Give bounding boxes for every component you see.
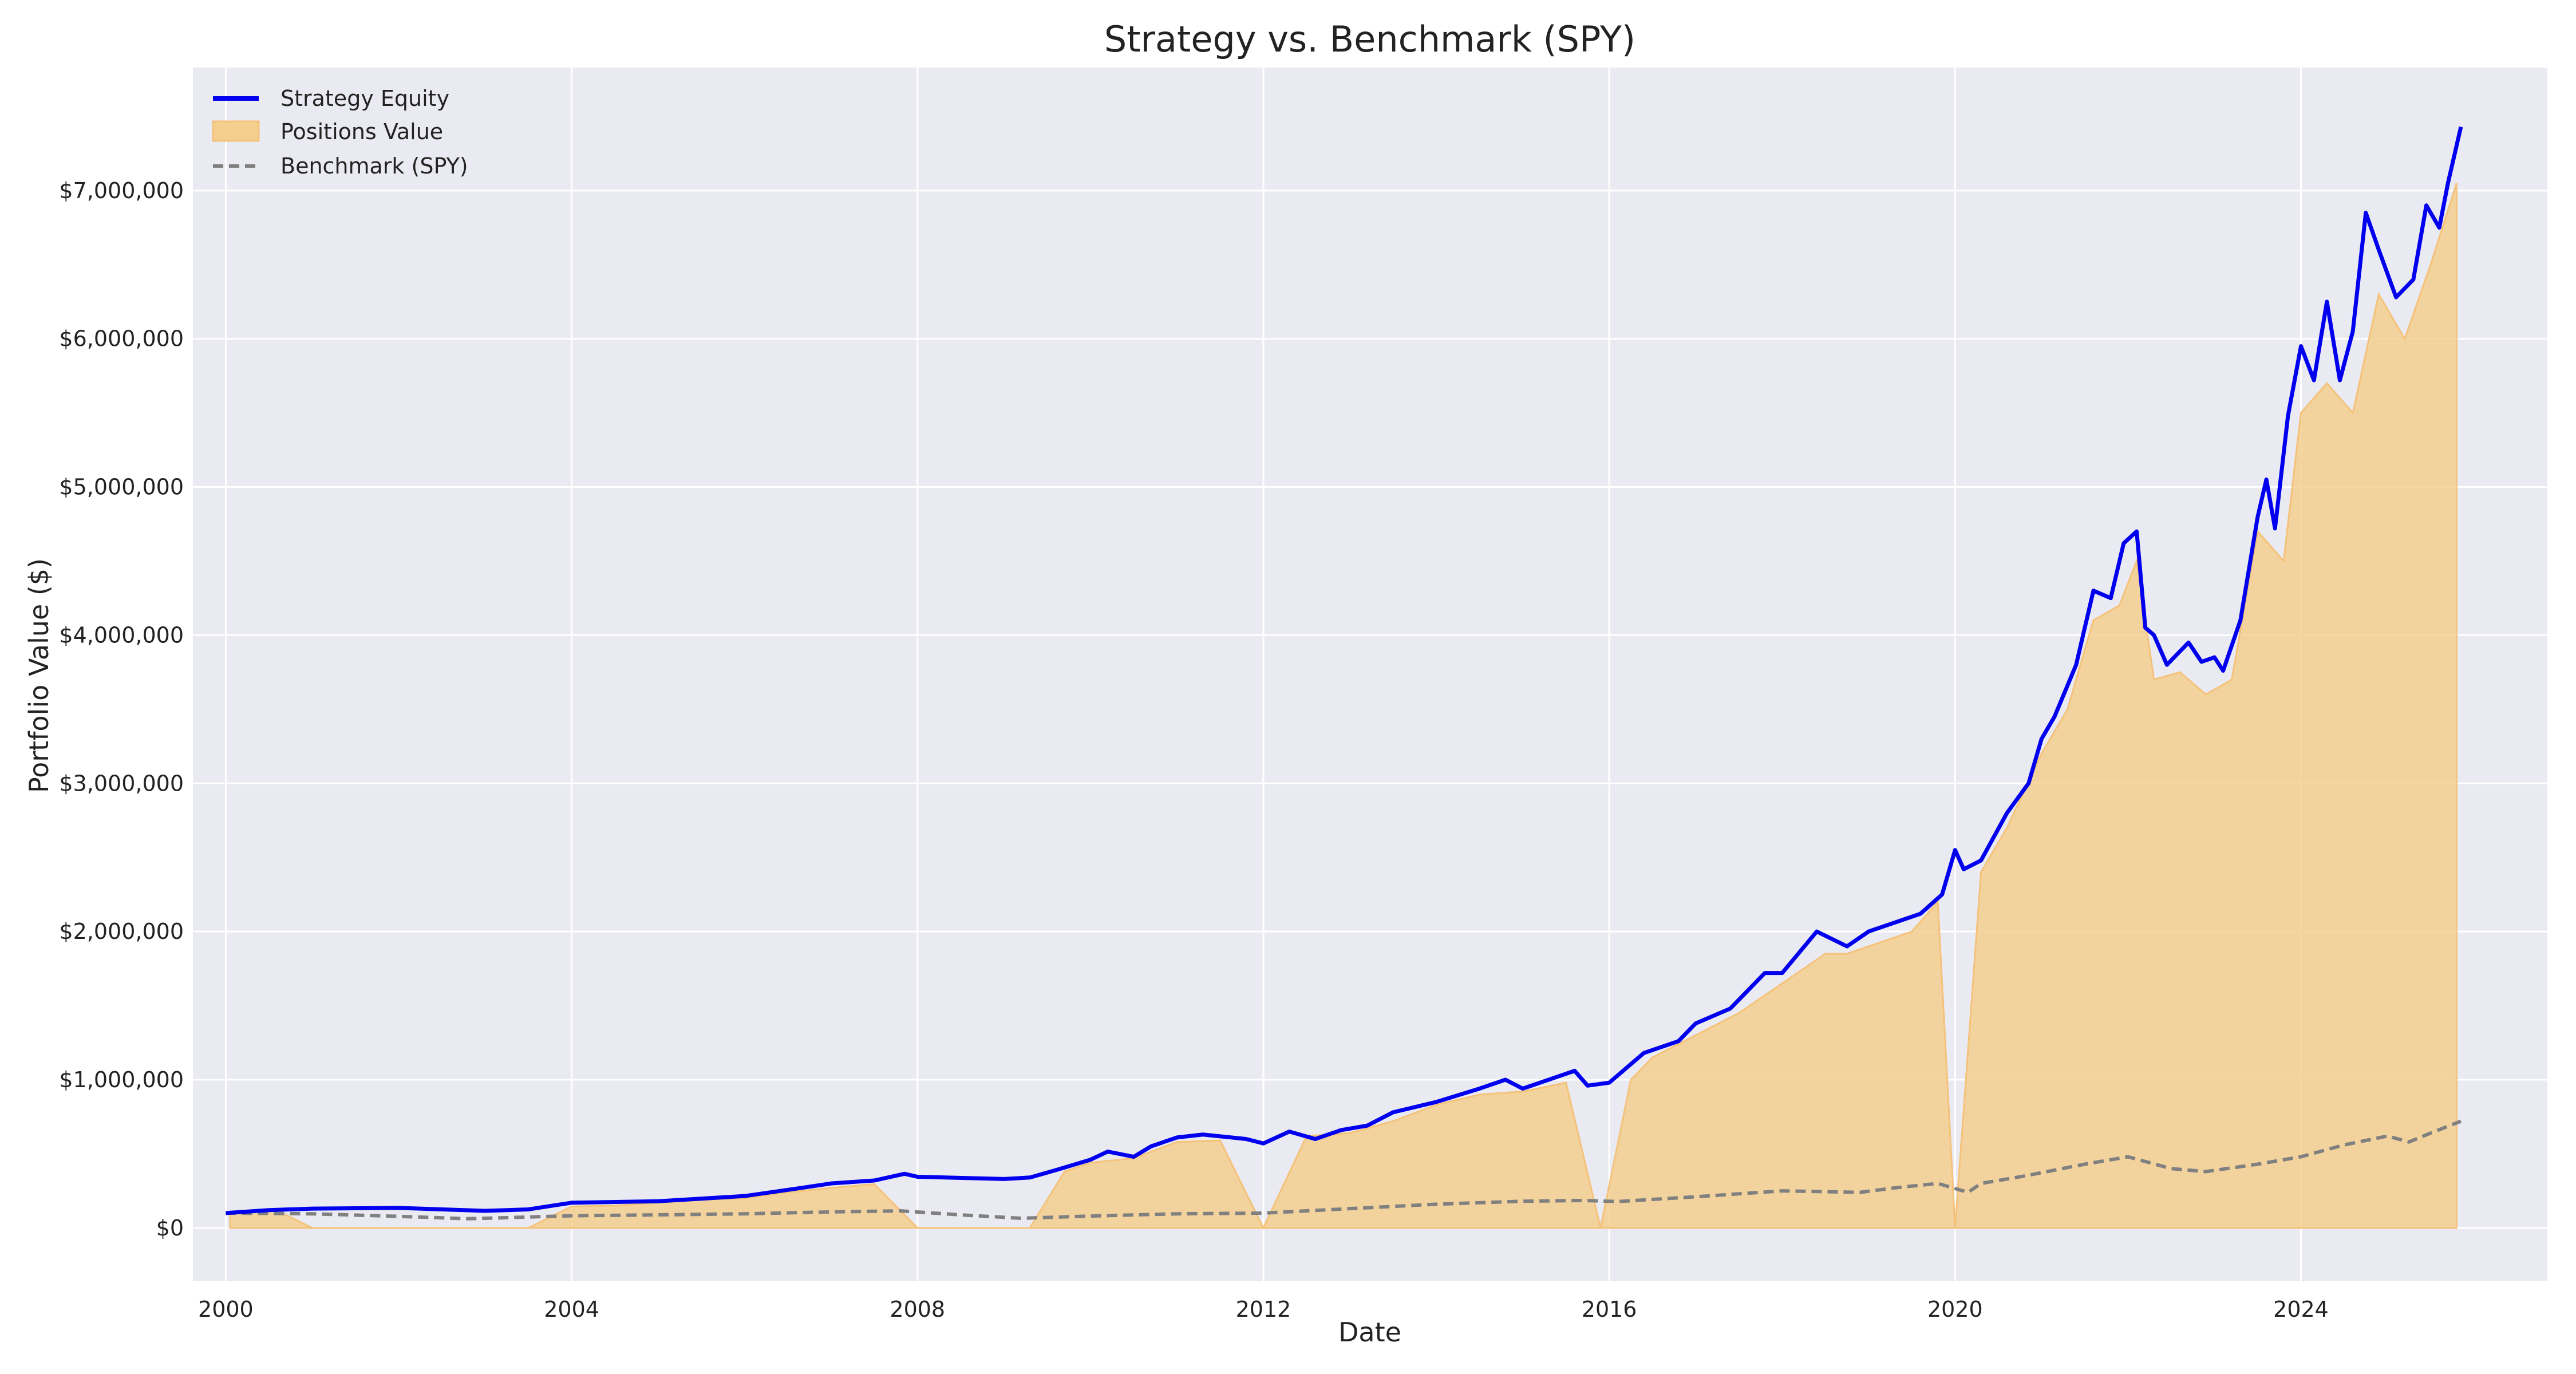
x-tick-label: 2008 (890, 1297, 945, 1322)
legend: Strategy Equity Positions Value Benchmar… (212, 86, 468, 179)
x-tick-label: 2004 (544, 1297, 599, 1322)
y-tick-label: $0 (156, 1215, 184, 1241)
y-axis-ticks: $0 $1,000,000 $2,000,000 $3,000,000 $4,000,0… (59, 178, 184, 1241)
y-tick-label: $7,000,000 (59, 178, 184, 203)
chart-title: Strategy vs. Benchmark (SPY) (1104, 18, 1635, 60)
legend-label-benchmark: Benchmark (SPY) (280, 153, 468, 179)
x-axis-ticks: 2000 2004 2008 2012 2016 2020 2024 (198, 1297, 2329, 1322)
y-tick-label: $2,000,000 (59, 919, 184, 944)
legend-label-positions: Positions Value (280, 119, 443, 144)
positions-value-area-path (229, 183, 2458, 1230)
x-tick-label: 2016 (1582, 1297, 1637, 1322)
strategy-equity-line (226, 126, 2463, 1215)
benchmark-line-layer (226, 1119, 2462, 1221)
x-tick-label: 2020 (1927, 1297, 1983, 1322)
legend-label-strategy: Strategy Equity (280, 86, 449, 111)
x-tick-label: 2012 (1236, 1297, 1291, 1322)
x-axis-label: Date (1338, 1317, 1401, 1348)
strategy-line-layer (226, 126, 2463, 1215)
y-tick-label: $5,000,000 (59, 475, 184, 500)
positions-value-area (229, 183, 2458, 1230)
y-tick-label: $3,000,000 (59, 771, 184, 796)
y-tick-label: $1,000,000 (59, 1067, 184, 1092)
y-axis-label: Portfolio Value ($) (23, 558, 54, 793)
legend-swatch-positions (212, 120, 260, 142)
y-tick-label: $4,000,000 (59, 622, 184, 647)
x-tick-label: 2000 (198, 1297, 254, 1322)
x-tick-label: 2024 (2273, 1297, 2329, 1322)
y-tick-label: $6,000,000 (59, 326, 184, 352)
benchmark-line (226, 1119, 2462, 1221)
